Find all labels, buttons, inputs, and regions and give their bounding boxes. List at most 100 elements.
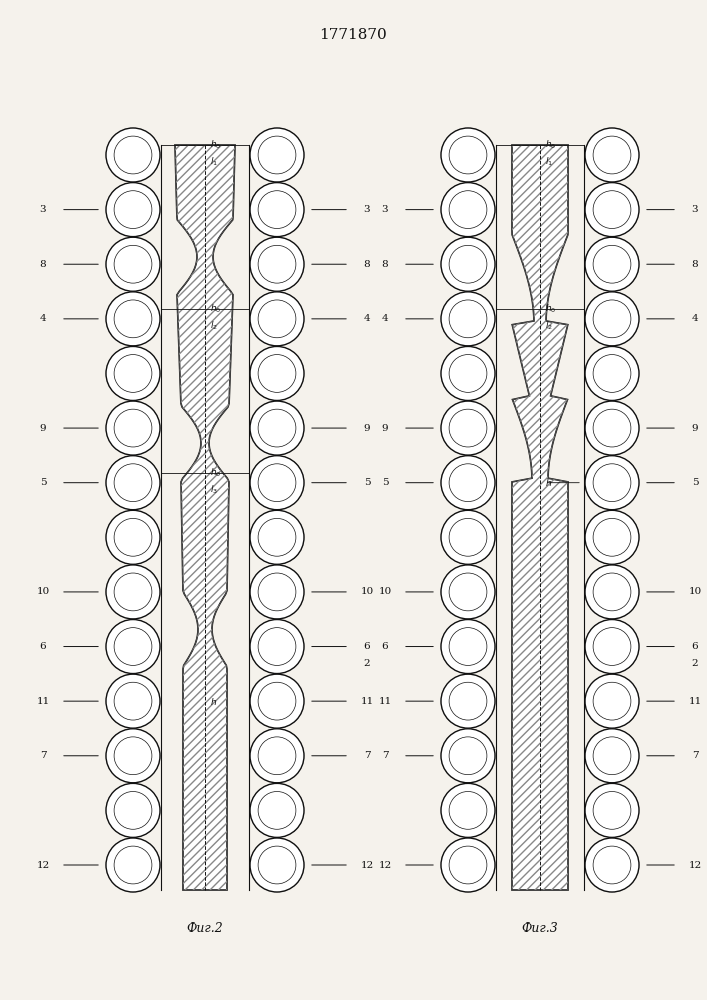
Circle shape [585,565,639,619]
Text: 12: 12 [36,860,49,869]
Circle shape [441,838,495,892]
Text: 6: 6 [691,642,699,651]
Text: $h_0$: $h_0$ [210,303,221,315]
Text: Фиг.2: Фиг.2 [187,922,223,934]
Circle shape [250,510,304,564]
Text: $l_1$: $l_1$ [210,156,218,168]
Circle shape [441,674,495,728]
Text: 3: 3 [382,205,388,214]
Text: $\Delta h$: $\Delta h$ [260,259,271,270]
Circle shape [106,237,160,291]
Text: 10: 10 [361,587,373,596]
Circle shape [441,729,495,783]
Text: 7: 7 [40,751,47,760]
Circle shape [106,674,160,728]
Text: 10: 10 [378,587,392,596]
Text: 2: 2 [691,659,699,668]
Circle shape [585,292,639,346]
Circle shape [106,456,160,510]
Text: $\Delta h$: $\Delta h$ [474,259,485,270]
Text: 1771870: 1771870 [320,28,387,42]
Text: $\Delta h$: $\Delta h$ [595,423,607,434]
Text: $h$: $h$ [210,696,217,707]
Text: 5: 5 [40,478,47,487]
Circle shape [585,346,639,400]
Text: 3: 3 [691,205,699,214]
Text: 3: 3 [40,205,47,214]
Circle shape [585,783,639,837]
Polygon shape [512,145,568,890]
Circle shape [250,237,304,291]
Text: 7: 7 [691,751,699,760]
Text: $\Delta h$: $\Delta h$ [260,586,271,597]
Circle shape [106,346,160,400]
Text: 5: 5 [691,478,699,487]
Text: $\Delta h$: $\Delta h$ [595,259,607,270]
Circle shape [441,565,495,619]
Circle shape [441,292,495,346]
Text: 9: 9 [40,424,47,433]
Text: 6: 6 [40,642,47,651]
Text: $h$: $h$ [545,477,552,488]
Circle shape [441,346,495,400]
Text: 12: 12 [689,860,701,869]
Circle shape [441,783,495,837]
Circle shape [441,456,495,510]
Circle shape [106,183,160,237]
Text: 12: 12 [361,860,373,869]
Circle shape [106,565,160,619]
Text: 5: 5 [363,478,370,487]
Text: 9: 9 [363,424,370,433]
Text: $\Delta h$: $\Delta h$ [139,423,150,434]
Circle shape [250,456,304,510]
Polygon shape [175,145,235,890]
Text: 8: 8 [363,260,370,269]
Text: 4: 4 [40,314,47,323]
Text: 8: 8 [691,260,699,269]
Circle shape [585,838,639,892]
Text: 2: 2 [363,659,370,668]
Circle shape [441,401,495,455]
Circle shape [585,674,639,728]
Text: 3: 3 [363,205,370,214]
Circle shape [106,401,160,455]
Circle shape [585,237,639,291]
Circle shape [106,510,160,564]
Text: $l_1$: $l_1$ [545,156,553,168]
Text: $\Delta h$: $\Delta h$ [474,423,485,434]
Text: $\Delta h$: $\Delta h$ [260,423,271,434]
Circle shape [441,183,495,237]
Text: 5: 5 [382,478,388,487]
Text: 10: 10 [689,587,701,596]
Text: 9: 9 [382,424,388,433]
Circle shape [106,128,160,182]
Circle shape [250,292,304,346]
Text: $l_3$: $l_3$ [210,483,218,496]
Text: 11: 11 [689,697,701,706]
Text: 10: 10 [36,587,49,596]
Circle shape [441,237,495,291]
Text: $\Delta h$: $\Delta h$ [139,586,150,597]
Text: 4: 4 [691,314,699,323]
Text: $h_0$: $h_0$ [545,139,556,151]
Circle shape [441,510,495,564]
Text: 8: 8 [40,260,47,269]
Circle shape [250,183,304,237]
Circle shape [250,729,304,783]
Circle shape [585,510,639,564]
Circle shape [106,620,160,674]
Circle shape [441,128,495,182]
Text: $h_0$: $h_0$ [210,466,221,479]
Circle shape [585,401,639,455]
Text: $h_0$: $h_0$ [210,139,221,151]
Circle shape [106,292,160,346]
Circle shape [585,620,639,674]
Text: $l_2$: $l_2$ [545,320,553,332]
Circle shape [250,674,304,728]
Circle shape [250,128,304,182]
Text: 7: 7 [363,751,370,760]
Circle shape [250,620,304,674]
Text: $h_0$: $h_0$ [545,303,556,315]
Text: 11: 11 [378,697,392,706]
Circle shape [106,729,160,783]
